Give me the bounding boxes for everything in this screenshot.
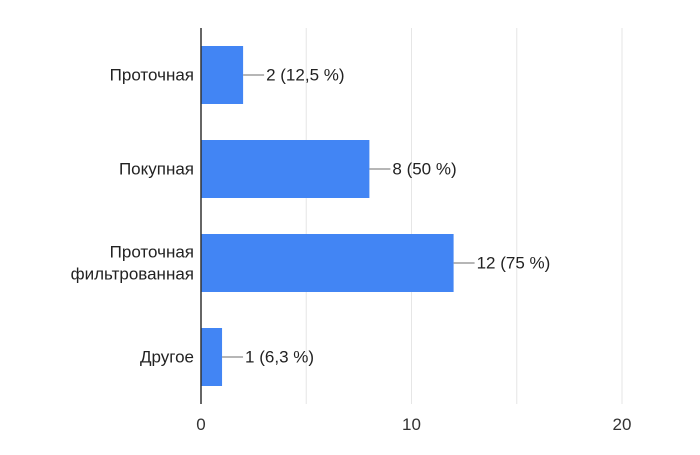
bar [201,328,223,386]
x-tick-labels: 0 10 20 [196,415,631,434]
x-tick-label: 10 [402,415,421,434]
data-label: 12 (75 %) [477,254,551,273]
category-label-line: Покупная [119,160,194,179]
data-labels: 2 (12,5 %) 8 (50 %) 12 (75 %) 1 (6,3 %) [245,66,550,367]
bar [201,140,370,198]
category-label-line: фильтрованная [71,265,194,284]
data-label: 8 (50 %) [392,160,456,179]
category-label-line: Другое [140,348,194,367]
category-labels: Проточная Покупная Проточная фильтрованная Д… [71,66,194,367]
category-label-line: Проточная [110,243,194,262]
category-label: Другое [140,348,194,367]
category-label-line: Проточная [110,66,194,85]
x-tick-label: 20 [613,415,632,434]
bar [201,234,454,292]
leader-lines [222,74,475,358]
bars [201,46,454,386]
category-label: Проточная фильтрованная [71,243,194,284]
data-label: 1 (6,3 %) [245,348,314,367]
category-label: Покупная [119,160,194,179]
grid-lines [305,28,623,404]
category-label: Проточная [110,66,194,85]
data-label: 2 (12,5 %) [266,66,344,85]
x-tick-label: 0 [196,415,205,434]
bar [201,46,244,104]
